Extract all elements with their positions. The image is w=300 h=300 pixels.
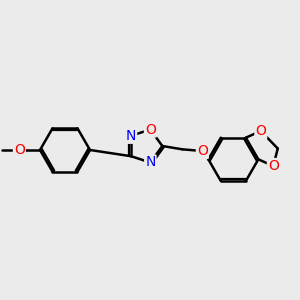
Text: O: O [14, 143, 25, 157]
Text: O: O [255, 124, 266, 138]
Text: O: O [145, 122, 156, 136]
Text: O: O [268, 159, 279, 173]
Text: O: O [197, 144, 208, 158]
Text: N: N [126, 129, 136, 143]
Text: N: N [145, 155, 155, 170]
